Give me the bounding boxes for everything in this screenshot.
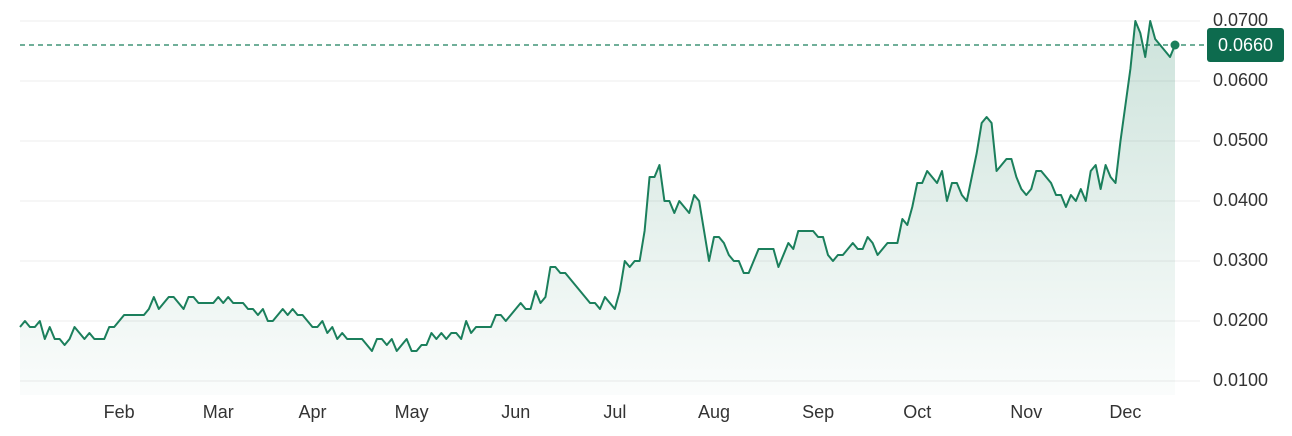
last-price-label: 0.0660 [1218,35,1273,55]
last-price-badge [1207,28,1284,62]
x-tick-label: Nov [1010,402,1042,422]
y-tick-label: 0.0600 [1213,70,1268,90]
y-tick-label: 0.0700 [1213,10,1268,30]
x-tick-label: Mar [203,402,234,422]
x-tick-label: Feb [104,402,135,422]
x-tick-label: Jun [501,402,530,422]
y-tick-label: 0.0400 [1213,190,1268,210]
x-tick-label: Aug [698,402,730,422]
y-tick-label: 0.0200 [1213,310,1268,330]
x-tick-label: Apr [298,402,326,422]
y-tick-label: 0.0300 [1213,250,1268,270]
y-tick-label: 0.0100 [1213,370,1268,390]
y-tick-label: 0.0500 [1213,130,1268,150]
x-tick-label: Oct [903,402,931,422]
area [20,21,1175,395]
x-tick-label: May [395,402,429,422]
x-tick-label: Jul [603,402,626,422]
last-point [1170,40,1180,50]
x-tick-label: Dec [1109,402,1141,422]
x-tick-label: Sep [802,402,834,422]
price-line [19,20,1176,352]
